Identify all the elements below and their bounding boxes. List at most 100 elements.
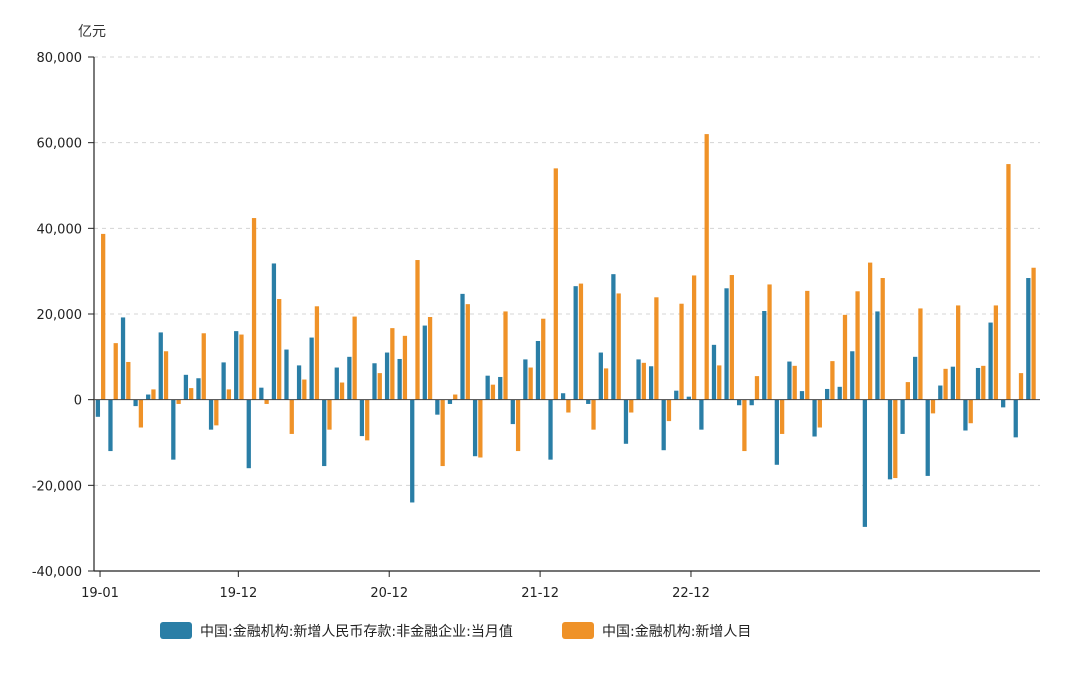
- y-tick-label: 40,000: [37, 222, 83, 237]
- bar-series-2: [566, 399, 571, 413]
- bar-series-2: [943, 368, 948, 400]
- gridlines: [94, 56, 1040, 486]
- x-tick-label: 19-01: [81, 586, 119, 601]
- bar-series-1: [535, 340, 541, 400]
- bar-series-1: [636, 359, 641, 400]
- bar-series-2: [415, 260, 420, 400]
- bar-series-1: [108, 399, 113, 452]
- legend[interactable]: 中国:金融机构:新增人民币存款:非金融企业:当月值 中国:金融机构:新增人目: [160, 622, 751, 640]
- bar-series-1: [397, 358, 402, 400]
- bar-series-1: [120, 317, 126, 400]
- bar-series-1: [422, 325, 427, 400]
- bar-series-2: [591, 399, 596, 430]
- bar-series-2: [717, 365, 722, 400]
- bar-series-2: [1031, 267, 1036, 400]
- bar-series-2: [352, 316, 357, 400]
- bars: [95, 134, 1036, 527]
- bar-series-2: [930, 399, 936, 414]
- bar-series-1: [850, 351, 855, 400]
- bar-series-1: [347, 356, 352, 400]
- bar-series-1: [510, 399, 515, 425]
- bar-series-2: [503, 311, 508, 400]
- bar-series-1: [925, 399, 930, 476]
- bar-series-1: [322, 399, 327, 467]
- bar-series-1: [611, 274, 616, 400]
- bar-series-2: [113, 343, 118, 400]
- bar-series-1: [1013, 399, 1018, 438]
- bar-series-1: [825, 388, 830, 400]
- bar-series-2: [327, 399, 332, 430]
- bar-series-1: [359, 399, 365, 437]
- bar-series-1: [133, 399, 138, 407]
- bar-series-1: [938, 385, 943, 400]
- legend-label-series-1[interactable]: 中国:金融机构:新增人民币存款:非金融企业:当月值: [200, 623, 513, 640]
- bar-series-2: [314, 306, 320, 400]
- x-tick-label: 20-12: [370, 586, 408, 601]
- bar-series-2: [792, 365, 797, 400]
- legend-swatch-series-1[interactable]: [160, 622, 192, 639]
- bar-series-2: [427, 317, 433, 400]
- bar-series-1: [384, 352, 390, 400]
- bar-series-2: [390, 328, 395, 400]
- y-axis-unit-label: 亿元: [78, 24, 106, 40]
- bar-series-1: [271, 263, 277, 400]
- bar-series-2: [453, 394, 458, 400]
- bar-series-2: [742, 399, 747, 452]
- bar-series-1: [799, 391, 805, 400]
- bar-series-1: [787, 361, 792, 400]
- bar-series-1: [183, 374, 189, 400]
- bar-series-2: [704, 134, 709, 400]
- x-tick-label: 22-12: [672, 586, 710, 601]
- bar-series-1: [661, 399, 666, 451]
- legend-label-series-2[interactable]: 中国:金融机构:新增人目: [602, 624, 751, 640]
- bar-series-1: [472, 399, 478, 457]
- bar-series-1: [913, 356, 918, 400]
- y-axis-ticks: 80,000 60,000 40,000 20,000 0 -20,000 -40,000: [32, 51, 94, 580]
- bar-series-1: [573, 286, 578, 400]
- bar-series-1: [234, 331, 239, 400]
- bar-series-2: [201, 333, 206, 400]
- bar-series-2: [855, 291, 860, 400]
- bar-series-2: [478, 399, 483, 458]
- bar-series-1: [963, 399, 968, 431]
- bar-series-2: [616, 293, 621, 400]
- bar-series-1: [146, 394, 151, 400]
- bar-series-2: [277, 299, 282, 400]
- bar-series-1: [334, 367, 339, 400]
- bar-series-1: [711, 344, 717, 400]
- bar-series-2: [968, 399, 973, 424]
- bar-series-1: [171, 399, 176, 460]
- bar-series-2: [302, 379, 307, 400]
- bar-series-2: [515, 399, 521, 452]
- bar-series-1: [736, 399, 742, 406]
- bar-series-1: [410, 399, 415, 503]
- bar-series-2: [868, 262, 873, 400]
- bar-series-1: [208, 399, 214, 430]
- bar-series-2: [830, 361, 835, 400]
- axes: [93, 57, 1040, 572]
- bar-series-1: [259, 387, 264, 400]
- bar-series-1: [246, 399, 251, 469]
- bar-series-2: [138, 399, 144, 428]
- bar-series-2: [239, 334, 244, 400]
- bar-series-2: [528, 367, 533, 400]
- bar-series-1: [724, 288, 729, 400]
- bar-series-2: [541, 318, 546, 400]
- bar-series-1: [950, 366, 956, 400]
- bar-series-2: [805, 290, 810, 400]
- legend-swatch-series-2[interactable]: [562, 622, 594, 639]
- bar-series-1: [749, 399, 754, 406]
- bar-series-2: [993, 305, 999, 400]
- bar-series-2: [490, 384, 496, 400]
- bar-series-1: [988, 322, 993, 400]
- bar-series-2: [402, 335, 408, 400]
- bar-series-1: [1026, 278, 1031, 400]
- y-tick-label: 80,000: [37, 51, 83, 66]
- bar-series-2: [893, 399, 898, 479]
- bar-series-2: [641, 362, 646, 400]
- bar-series-2: [251, 218, 257, 400]
- bar-series-2: [691, 275, 697, 400]
- bar-series-2: [842, 314, 848, 400]
- bar-series-2: [767, 284, 772, 400]
- y-tick-label: 0: [74, 394, 82, 409]
